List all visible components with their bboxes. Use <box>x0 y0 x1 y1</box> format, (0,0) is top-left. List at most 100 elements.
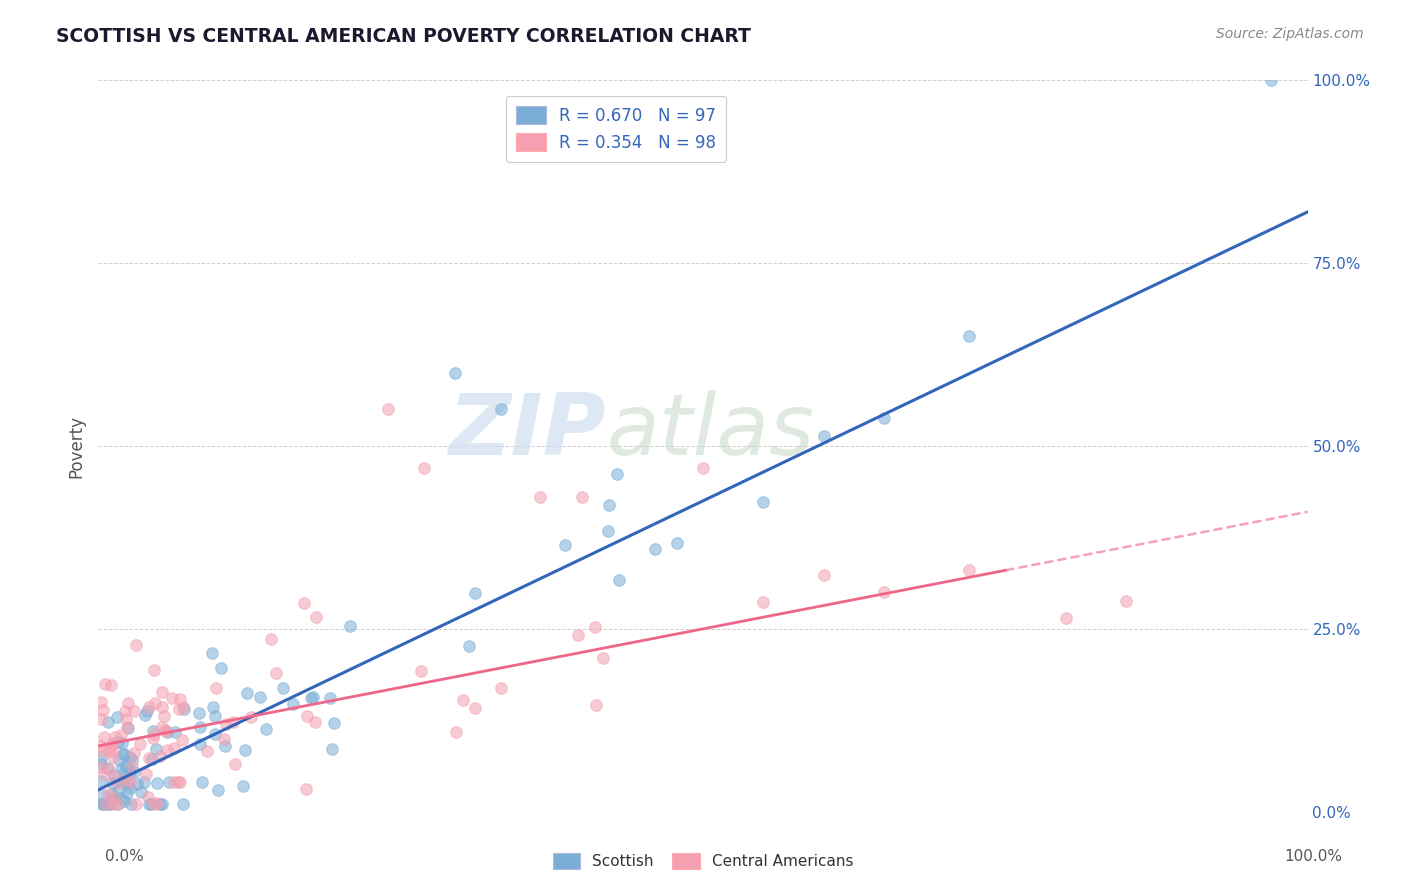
Point <box>160 690 183 705</box>
Point <box>172 797 194 812</box>
Point <box>112 794 135 808</box>
Point <box>319 690 342 705</box>
Point <box>752 595 775 609</box>
Point <box>115 720 138 734</box>
Point <box>207 782 229 797</box>
Point <box>150 700 173 714</box>
Legend: R = 0.670   N = 97, R = 0.354   N = 98: R = 0.670 N = 97, R = 0.354 N = 98 <box>506 96 725 161</box>
Point <box>163 775 186 789</box>
Point <box>458 640 481 654</box>
Point <box>114 712 136 726</box>
Point <box>143 663 166 677</box>
Point <box>143 727 166 741</box>
Point <box>124 746 146 760</box>
Point <box>125 638 148 652</box>
Point <box>152 797 174 812</box>
Point <box>224 756 246 771</box>
Point <box>489 402 512 417</box>
Point <box>120 797 142 812</box>
Point <box>138 699 160 714</box>
Point <box>111 761 134 775</box>
Point <box>90 695 112 709</box>
Point <box>592 650 614 665</box>
Point <box>104 730 127 744</box>
Point <box>215 716 238 731</box>
Point <box>152 685 174 699</box>
Point <box>141 752 163 766</box>
Point <box>188 737 211 751</box>
Point <box>271 681 294 695</box>
Point <box>93 676 115 690</box>
Text: SCOTTISH VS CENTRAL AMERICAN POVERTY CORRELATION CHART: SCOTTISH VS CENTRAL AMERICAN POVERTY COR… <box>56 27 751 45</box>
Point <box>301 691 323 706</box>
Point <box>93 797 115 812</box>
Point <box>146 775 169 789</box>
Point <box>155 724 177 739</box>
Point <box>105 797 128 812</box>
Point <box>94 797 117 812</box>
Point <box>444 366 467 380</box>
Point <box>90 759 112 773</box>
Point <box>157 775 180 789</box>
Point <box>139 797 162 812</box>
Point <box>339 618 361 632</box>
Point <box>105 710 128 724</box>
Point <box>1054 610 1077 624</box>
Point <box>132 775 155 789</box>
Point <box>188 720 211 734</box>
Point <box>173 702 195 716</box>
Point <box>97 744 120 758</box>
Point <box>156 743 179 757</box>
Point <box>264 665 287 680</box>
Point <box>321 742 343 756</box>
Point <box>101 744 124 758</box>
Point <box>259 632 281 647</box>
Point <box>138 751 160 765</box>
Point <box>98 797 121 812</box>
Point <box>118 750 141 764</box>
Point <box>554 538 576 552</box>
Point <box>117 776 139 790</box>
Point <box>294 782 316 797</box>
Point <box>103 768 125 782</box>
Point <box>90 712 112 726</box>
Text: atlas: atlas <box>606 390 814 473</box>
Point <box>118 780 141 795</box>
Point <box>100 678 122 692</box>
Point <box>93 766 115 780</box>
Point <box>489 681 512 695</box>
Point <box>813 429 835 443</box>
Point <box>115 786 138 800</box>
Point <box>297 708 319 723</box>
Point <box>145 742 167 756</box>
Point <box>107 784 129 798</box>
Legend: Scottish, Central Americans: Scottish, Central Americans <box>547 847 859 875</box>
Point <box>129 737 152 751</box>
Point <box>813 568 835 582</box>
Point <box>607 574 630 588</box>
Point <box>1260 73 1282 87</box>
Point <box>124 704 146 718</box>
Point <box>153 723 176 737</box>
Point <box>322 715 344 730</box>
Point <box>110 727 132 741</box>
Point <box>873 585 896 599</box>
Point <box>103 790 125 805</box>
Point <box>1115 593 1137 607</box>
Point <box>240 710 263 724</box>
Point <box>167 775 190 789</box>
Point <box>143 696 166 710</box>
Point <box>464 585 486 599</box>
Point <box>156 725 179 739</box>
Point <box>101 792 124 806</box>
Point <box>101 749 124 764</box>
Point <box>169 775 191 789</box>
Point <box>107 776 129 790</box>
Point <box>117 722 139 736</box>
Point <box>90 797 112 812</box>
Point <box>112 747 135 761</box>
Y-axis label: Poverty: Poverty <box>67 415 86 477</box>
Point <box>222 714 245 729</box>
Point <box>305 610 328 624</box>
Point <box>111 747 134 761</box>
